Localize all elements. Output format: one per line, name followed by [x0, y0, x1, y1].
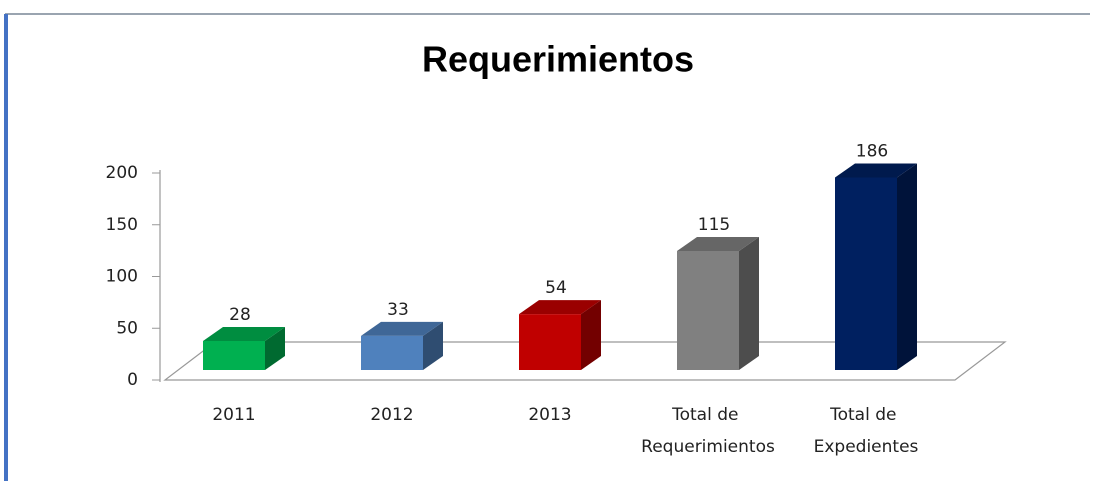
bar-top	[361, 321, 443, 336]
value-label: 28	[229, 305, 251, 325]
bar	[835, 163, 917, 370]
y-tick-label: 50	[116, 318, 138, 338]
bar-side	[265, 327, 285, 370]
value-label: 115	[698, 215, 730, 235]
bar	[361, 321, 443, 370]
value-label: 54	[545, 278, 567, 298]
x-tick-label: Total de Expedientes	[814, 405, 919, 457]
value-label: 33	[387, 300, 409, 320]
bar-top	[203, 327, 285, 342]
bar-front	[203, 341, 265, 370]
bar-front	[361, 335, 423, 370]
y-tick-label: 0	[127, 370, 138, 390]
chart-title: Requerimientos	[422, 39, 694, 80]
y-tick-label: 200	[106, 163, 138, 183]
x-tick-label: Total de Requerimientos	[641, 405, 775, 457]
bar-side	[423, 321, 443, 370]
value-label: 186	[856, 141, 888, 161]
x-tick-label: 2012	[370, 405, 413, 425]
bar	[519, 300, 601, 370]
bar	[677, 236, 759, 370]
bar-top	[519, 300, 601, 315]
bar-front	[519, 314, 581, 370]
bar-front	[677, 250, 739, 370]
bar-side	[897, 163, 917, 370]
bar-side	[581, 300, 601, 370]
y-tick-label: 150	[106, 215, 138, 235]
bar-side	[739, 236, 759, 370]
bar	[203, 327, 285, 370]
bar-top	[677, 236, 759, 251]
y-tick-label: 100	[106, 267, 138, 287]
bar-front	[835, 177, 897, 370]
x-tick-label: 2011	[212, 405, 255, 425]
x-tick-label: 2013	[528, 405, 571, 425]
bar-top	[835, 163, 917, 178]
